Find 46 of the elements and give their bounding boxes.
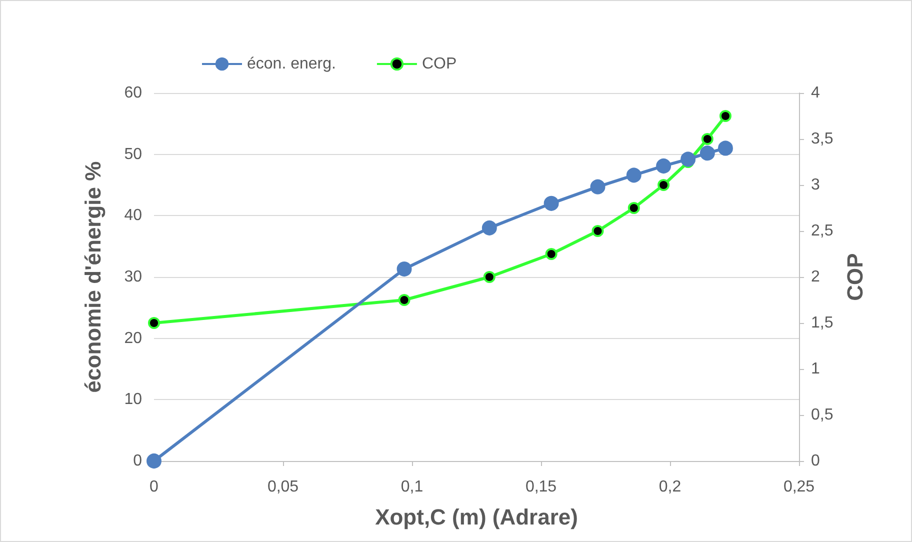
y2-tick-label: 0 [811, 452, 820, 470]
x-axis-title: Xopt,C (m) (Adrare) [375, 504, 578, 530]
point [545, 248, 558, 260]
y-axis-title: économie d'énergie % [80, 161, 106, 393]
x-tick-label: 0,25 [783, 478, 815, 496]
x-tick-label: 0,15 [525, 478, 557, 496]
point [700, 146, 715, 161]
y2-tick-label: 2,5 [811, 222, 834, 240]
y2-tick-label: 3 [811, 176, 820, 194]
point [719, 110, 732, 122]
y2-tick-label: 4 [811, 84, 820, 102]
y-tick-label: 60 [124, 84, 142, 102]
point [146, 454, 162, 468]
legend-label: écon. energ. [247, 56, 336, 72]
y-tick-label: 40 [124, 207, 142, 224]
y-tick-label: 20 [124, 330, 142, 347]
point [396, 262, 412, 277]
y2-tick-label: 2 [811, 268, 820, 286]
point [592, 225, 604, 237]
point [482, 220, 497, 236]
x-tick-label: 0 [150, 478, 159, 496]
point [483, 271, 496, 283]
point [701, 133, 714, 145]
y-tick-label: 0 [133, 452, 142, 470]
point [626, 168, 642, 183]
point [148, 317, 160, 329]
point [656, 158, 672, 174]
point [544, 196, 559, 211]
point [658, 179, 670, 191]
point [628, 202, 640, 214]
point [590, 179, 606, 194]
x-tick-label: 0,05 [267, 478, 299, 496]
y2-tick-label: 1 [811, 360, 820, 378]
point [718, 140, 733, 156]
point [680, 152, 696, 167]
x-tick-label: 0,1 [400, 478, 424, 496]
x-tick-label: 0,2 [658, 478, 682, 496]
y2-tick-label: 0,5 [811, 406, 834, 424]
legend-label: COP [422, 56, 457, 72]
point [398, 294, 410, 306]
y2-tick-label: 3,5 [811, 130, 834, 148]
y2-tick-label: 1,5 [811, 314, 834, 332]
y-tick-label: 50 [124, 146, 142, 163]
y-tick-label: 10 [124, 391, 142, 408]
y-tick-label: 30 [124, 268, 142, 286]
y2-axis-title: COP [842, 253, 868, 301]
